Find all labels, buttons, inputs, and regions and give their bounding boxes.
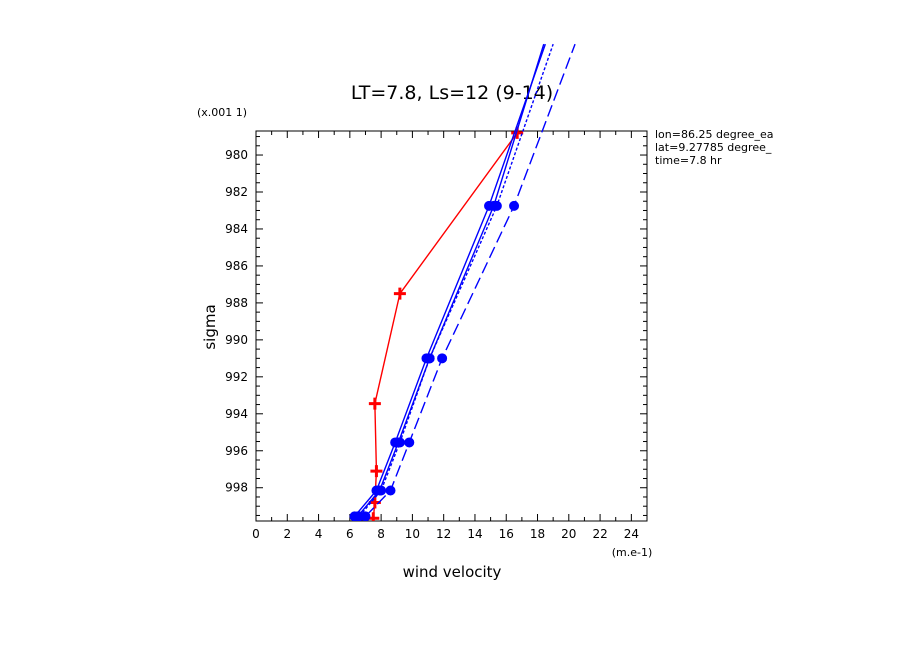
data-point (424, 353, 435, 364)
data-point-plus (370, 465, 383, 478)
y-tick-label: 994 (225, 407, 248, 421)
x-tick-label: 14 (467, 527, 482, 541)
y-axis: 980 982 984 986 988 990 992 994 996 998 (225, 136, 647, 516)
data-point (385, 485, 396, 496)
chart-title: LT=7.8, Ls=12 (9-14) (351, 82, 553, 104)
x-axis: 0 2 4 6 8 10 12 14 16 18 20 22 24 (252, 131, 648, 541)
info-line: lon=86.25 degree_ea (655, 128, 774, 141)
series-line (353, 43, 547, 517)
data-point-plus (393, 287, 406, 300)
data-point (360, 511, 371, 521)
y-tick-label: 980 (225, 148, 248, 162)
data-point (376, 485, 387, 496)
y-tick-label: 986 (225, 259, 248, 273)
x-tick-label: 20 (561, 527, 576, 541)
plot-frame (255, 130, 648, 522)
data-point (437, 353, 448, 364)
x-axis-title: wind velocity (403, 563, 502, 581)
x-tick-label: 12 (436, 527, 451, 541)
x-tick-label: 0 (252, 527, 260, 541)
x-tick-label: 8 (377, 527, 385, 541)
y-tick-label: 982 (225, 185, 248, 199)
y-tick-label: 996 (225, 444, 248, 458)
x-tick-label: 2 (283, 527, 291, 541)
series-line (357, 43, 545, 517)
x-tick-label: 4 (315, 527, 323, 541)
y-scale-label: (x.001 1) (197, 106, 247, 119)
data-point-plus (368, 397, 381, 410)
x-tick-label: 24 (624, 527, 639, 541)
x-tick-label: 18 (530, 527, 545, 541)
data-point (491, 200, 502, 211)
y-tick-label: 990 (225, 333, 248, 347)
data-point (394, 437, 405, 448)
data-point (509, 200, 520, 211)
x-tick-label: 10 (405, 527, 420, 541)
y-tick-label: 984 (225, 222, 248, 236)
series-line (358, 43, 554, 517)
y-axis-title: sigma (201, 304, 219, 349)
series-line (372, 132, 518, 519)
info-line: lat=9.27785 degree_ (655, 141, 772, 154)
y-tick-label: 988 (225, 296, 248, 310)
y-tick-label: 992 (225, 370, 248, 384)
x-tick-label: 6 (346, 527, 354, 541)
x-tick-label: 22 (592, 527, 607, 541)
info-line: time=7.8 hr (655, 154, 722, 167)
x-scale-label: (m.e-1) (612, 546, 653, 559)
series-group (349, 43, 576, 521)
y-tick-label: 998 (225, 481, 248, 495)
data-point (404, 437, 415, 448)
x-tick-label: 16 (499, 527, 514, 541)
series-line (364, 43, 576, 517)
